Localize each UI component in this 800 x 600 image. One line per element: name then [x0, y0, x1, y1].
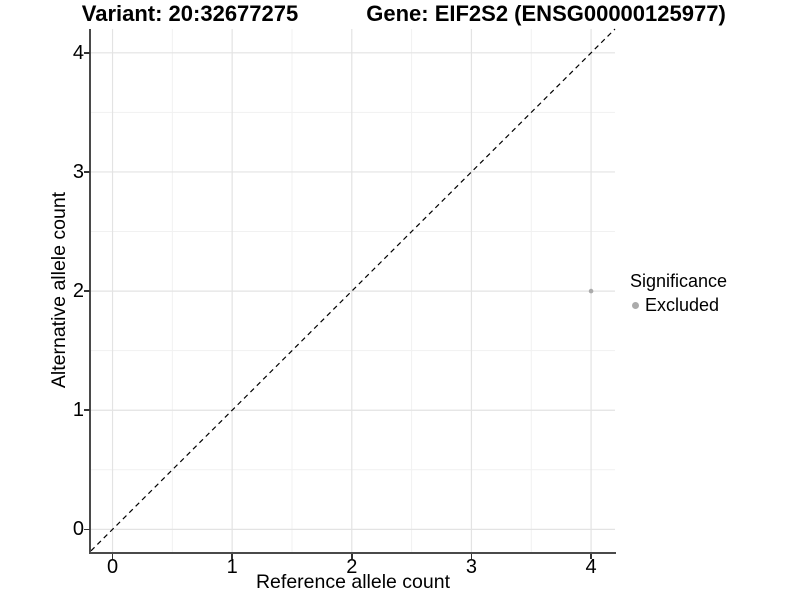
x-tick-mark	[231, 554, 233, 559]
legend-item: Excluded	[630, 294, 727, 316]
legend-items: Excluded	[630, 294, 727, 316]
x-tick-mark	[590, 554, 592, 559]
y-tick-label: 4	[72, 41, 84, 64]
plot-title-variant: Variant: 20:32677275	[81, 1, 299, 26]
x-tick-label: 1	[226, 556, 238, 578]
y-tick-mark	[84, 528, 90, 531]
x-axis-title: Reference allele count	[255, 571, 451, 593]
x-axis-line	[89, 552, 616, 554]
identity-dashed-line	[90, 28, 616, 552]
y-axis-title: Alternative allele count	[48, 191, 70, 389]
y-tick-label: 2	[72, 280, 84, 303]
y-axis-line	[89, 29, 91, 554]
plot-canvas	[90, 28, 616, 552]
plot-panel	[90, 28, 616, 552]
x-tick-mark	[351, 554, 353, 559]
x-tick-label: 4	[585, 556, 597, 578]
legend-key-dot	[632, 301, 639, 309]
x-tick-mark	[470, 554, 473, 559]
y-tick-label: 0	[72, 518, 84, 541]
y-tick-label: 3	[72, 160, 84, 183]
y-tick-label: 1	[72, 399, 84, 422]
legend-item-label: Excluded	[645, 295, 720, 315]
y-tick-mark	[84, 409, 90, 411]
y-tick-mark	[84, 171, 90, 173]
legend: Significance Excluded	[630, 270, 727, 316]
x-tick-mark	[111, 554, 114, 559]
scatter-point	[588, 288, 594, 294]
x-tick-label: 0	[106, 556, 119, 578]
legend-title: Significance	[630, 271, 728, 291]
data-points	[588, 288, 594, 294]
x-tick-label: 2	[346, 556, 358, 578]
identity-line	[90, 28, 616, 552]
y-tick-mark	[84, 52, 90, 54]
y-tick-mark	[84, 290, 90, 292]
plot-title-gene: Gene: EIF2S2 (ENSG00000125977)	[366, 1, 726, 26]
x-tick-label: 3	[465, 556, 477, 578]
